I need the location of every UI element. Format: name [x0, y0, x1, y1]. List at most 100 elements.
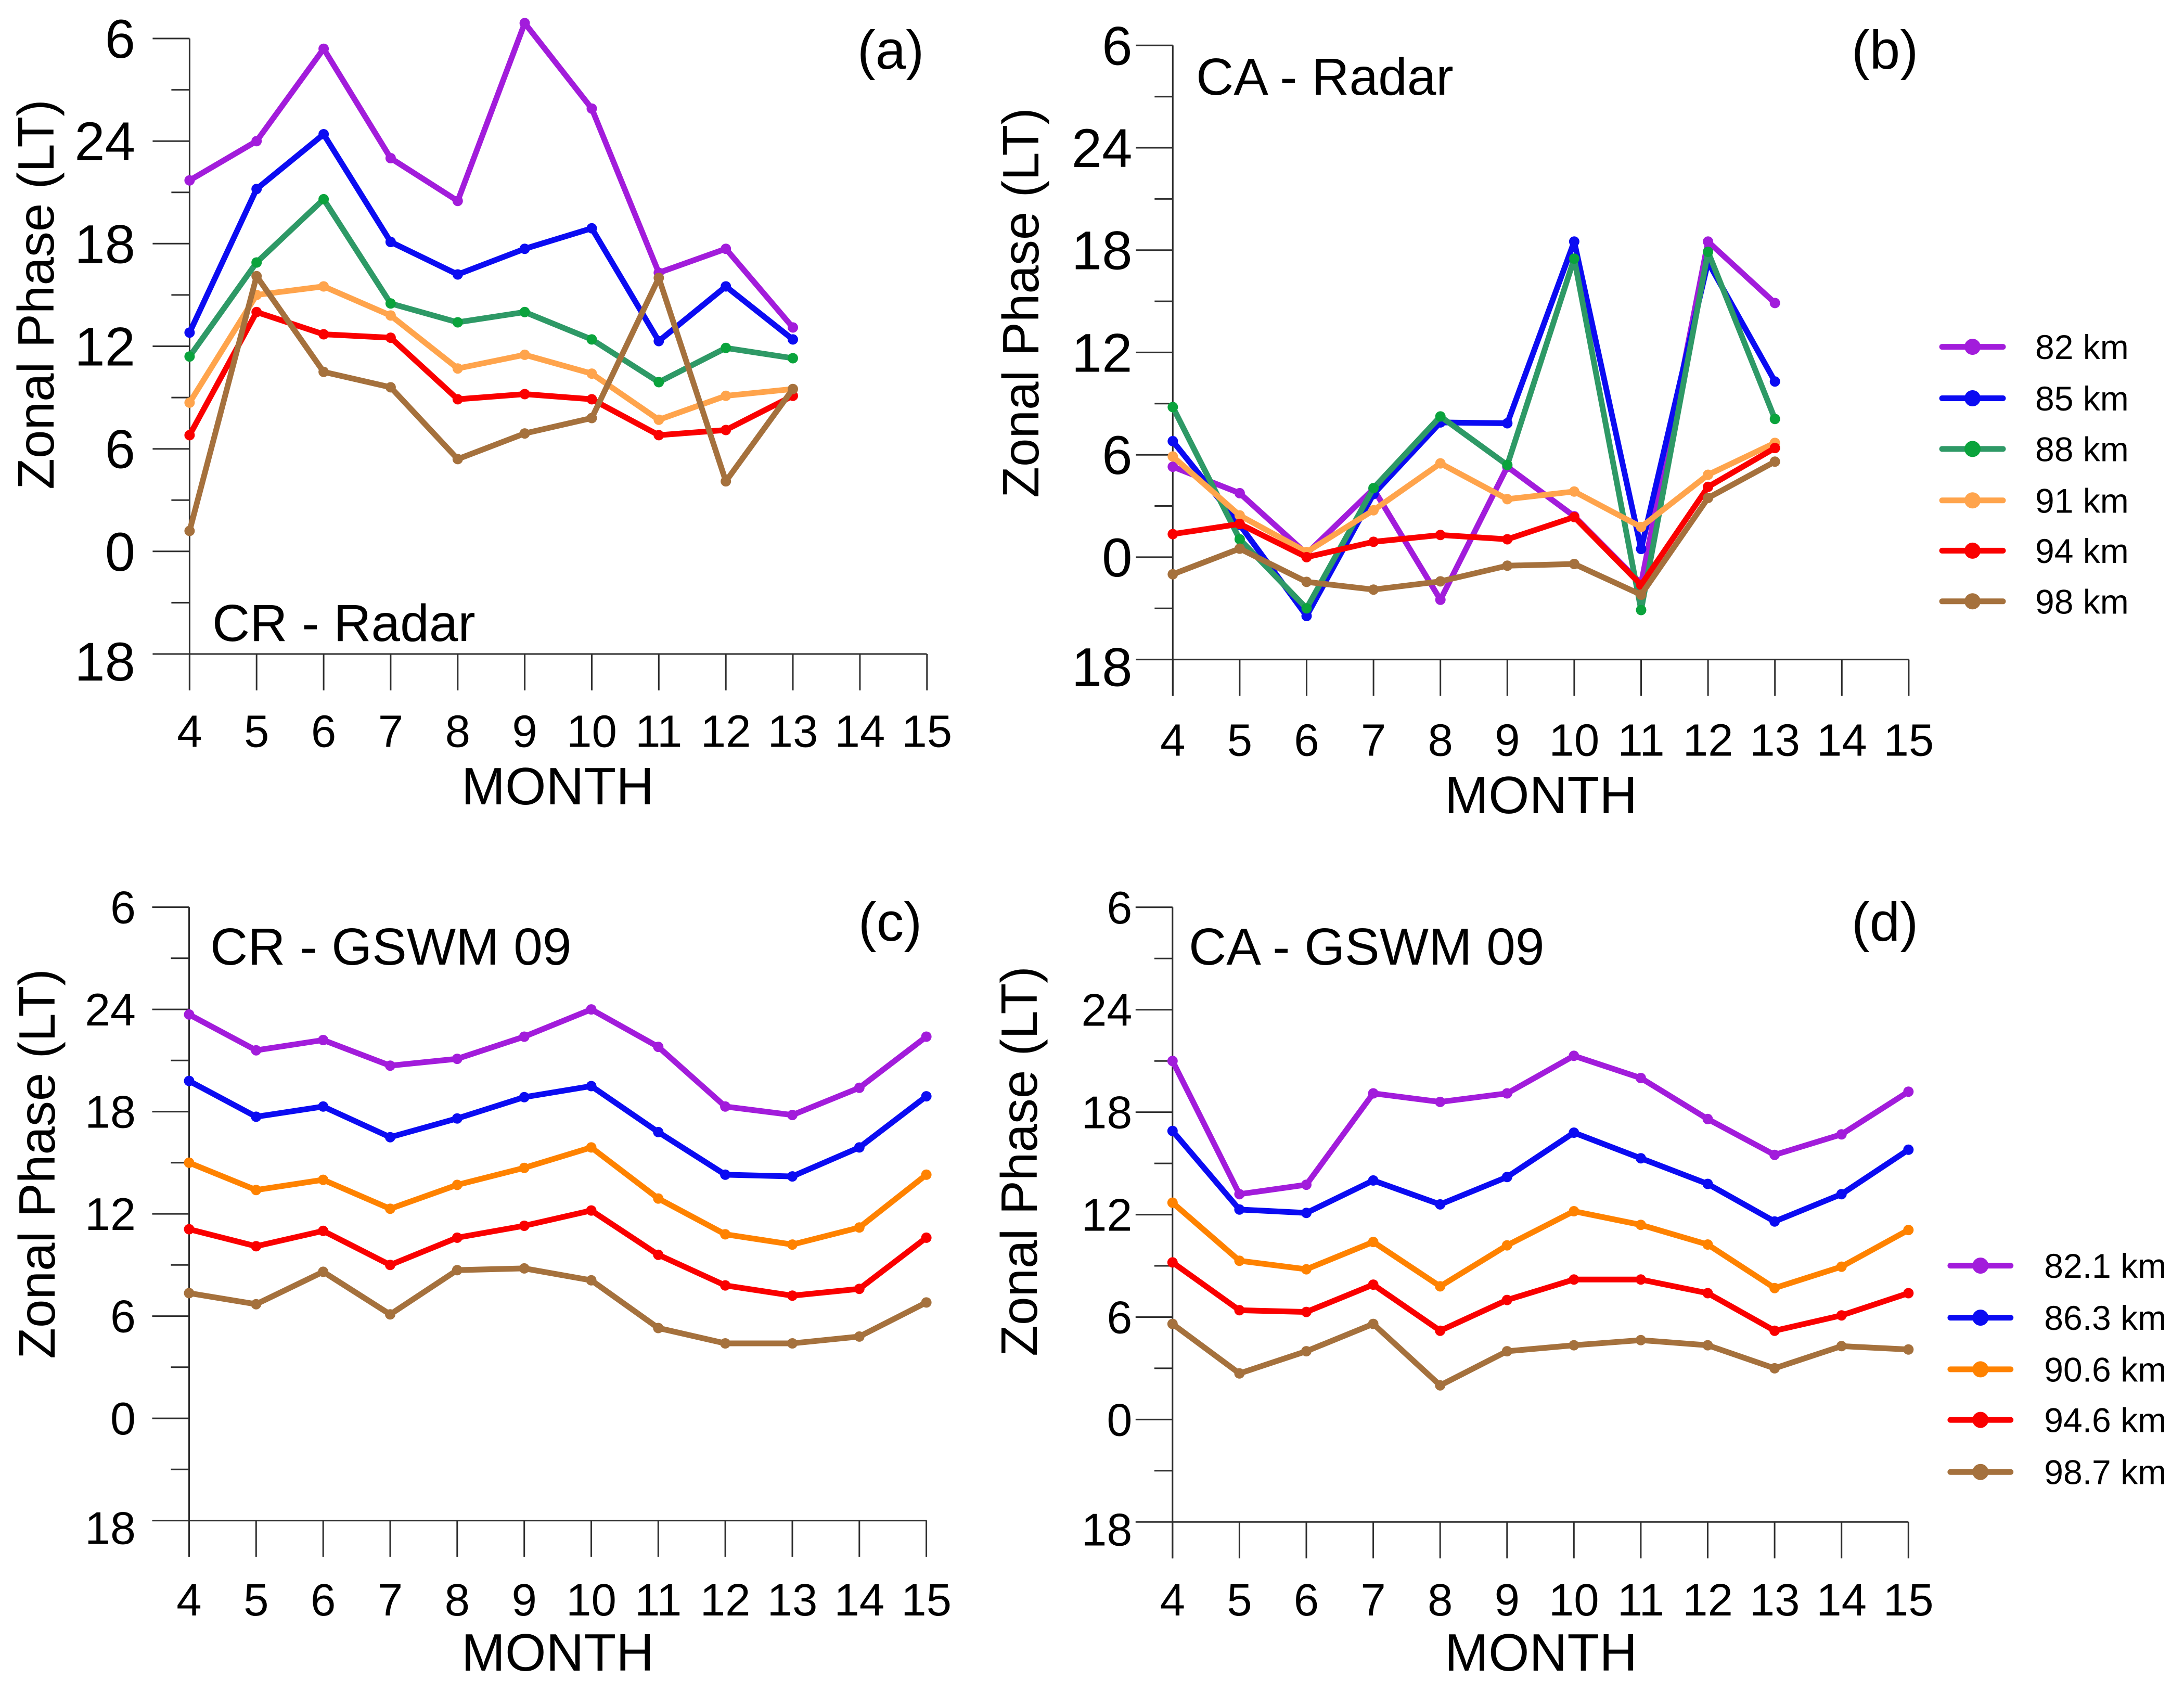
svg-text:18: 18: [1072, 221, 1133, 281]
svg-text:6: 6: [1294, 1575, 1319, 1625]
svg-text:14: 14: [1816, 1575, 1867, 1625]
svg-text:9: 9: [512, 707, 537, 757]
svg-text:9: 9: [1495, 715, 1520, 766]
svg-text:15: 15: [901, 1575, 952, 1625]
svg-text:7: 7: [1361, 715, 1386, 766]
svg-text:Zonal Phase (LT): Zonal Phase (LT): [7, 99, 65, 490]
svg-text:6: 6: [1294, 715, 1319, 766]
svg-text:8: 8: [1428, 715, 1453, 766]
svg-text:4: 4: [176, 1575, 201, 1625]
svg-text:10: 10: [1549, 715, 1600, 766]
svg-text:(a): (a): [857, 20, 924, 81]
svg-text:10: 10: [567, 707, 617, 757]
svg-text:6: 6: [311, 707, 336, 757]
svg-text:24: 24: [1081, 984, 1132, 1036]
svg-text:8: 8: [445, 1575, 470, 1625]
svg-text:15: 15: [902, 707, 952, 757]
svg-text:6: 6: [1107, 1292, 1132, 1343]
svg-text:18: 18: [1072, 637, 1133, 698]
svg-text:7: 7: [378, 1575, 403, 1625]
svg-text:18: 18: [1081, 1087, 1132, 1138]
svg-text:0: 0: [1107, 1394, 1132, 1445]
svg-text:Zonal Phase (LT): Zonal Phase (LT): [8, 969, 66, 1359]
svg-text:94 km: 94 km: [2035, 532, 2129, 570]
svg-text:10: 10: [1549, 1575, 1599, 1625]
svg-text:12: 12: [1682, 1575, 1733, 1625]
svg-text:6: 6: [110, 1291, 136, 1342]
svg-text:6: 6: [105, 419, 135, 480]
svg-text:12: 12: [1081, 1189, 1132, 1241]
svg-text:5: 5: [244, 707, 269, 757]
svg-text:13: 13: [1750, 1575, 1800, 1625]
svg-text:14: 14: [1817, 715, 1867, 766]
svg-text:18: 18: [1081, 1504, 1132, 1555]
svg-text:14: 14: [835, 707, 885, 757]
svg-text:(b): (b): [1852, 20, 1918, 81]
svg-text:18: 18: [85, 1086, 136, 1138]
svg-text:18: 18: [74, 632, 135, 692]
svg-text:5: 5: [1227, 1575, 1252, 1625]
svg-text:CR - GSWM 09: CR - GSWM 09: [210, 918, 571, 976]
svg-text:11: 11: [635, 707, 682, 757]
svg-text:94.6 km: 94.6 km: [2044, 1401, 2166, 1440]
svg-text:11: 11: [635, 1575, 682, 1625]
svg-text:5: 5: [1227, 715, 1252, 766]
svg-text:98.7 km: 98.7 km: [2044, 1453, 2166, 1492]
svg-text:13: 13: [767, 1575, 818, 1625]
svg-text:MONTH: MONTH: [1445, 1624, 1637, 1682]
svg-text:MONTH: MONTH: [461, 1624, 654, 1682]
svg-text:MONTH: MONTH: [461, 758, 654, 816]
svg-text:98 km: 98 km: [2035, 582, 2129, 621]
svg-text:8: 8: [445, 707, 470, 757]
svg-text:7: 7: [378, 707, 403, 757]
svg-text:12: 12: [74, 317, 135, 378]
svg-text:90.6 km: 90.6 km: [2044, 1350, 2166, 1389]
svg-text:18: 18: [85, 1503, 136, 1554]
svg-text:6: 6: [1102, 425, 1132, 486]
svg-text:10: 10: [566, 1575, 616, 1625]
svg-text:12: 12: [1072, 323, 1133, 383]
svg-text:5: 5: [243, 1575, 268, 1625]
svg-text:6: 6: [105, 9, 135, 70]
svg-text:86.3 km: 86.3 km: [2044, 1299, 2166, 1337]
svg-text:91 km: 91 km: [2035, 481, 2129, 520]
svg-text:6: 6: [1107, 882, 1132, 933]
svg-text:4: 4: [1160, 715, 1185, 766]
svg-text:12: 12: [700, 1575, 751, 1625]
svg-text:13: 13: [768, 707, 818, 757]
svg-text:82.1 km: 82.1 km: [2044, 1247, 2166, 1285]
svg-text:(d): (d): [1852, 892, 1918, 953]
svg-text:12: 12: [85, 1188, 136, 1240]
svg-text:4: 4: [1160, 1575, 1185, 1625]
svg-text:Zonal Phase (LT): Zonal Phase (LT): [991, 966, 1048, 1356]
svg-text:14: 14: [834, 1575, 884, 1625]
svg-text:(c): (c): [858, 892, 922, 953]
svg-text:8: 8: [1428, 1575, 1453, 1625]
svg-text:CA - GSWM 09: CA - GSWM 09: [1189, 918, 1544, 976]
svg-text:24: 24: [1072, 118, 1133, 179]
svg-text:7: 7: [1360, 1575, 1385, 1625]
svg-text:12: 12: [1683, 715, 1733, 766]
svg-text:MONTH: MONTH: [1445, 766, 1637, 825]
svg-text:24: 24: [74, 111, 135, 172]
svg-text:88 km: 88 km: [2035, 430, 2129, 468]
svg-text:85 km: 85 km: [2035, 379, 2129, 418]
svg-text:6: 6: [311, 1575, 336, 1625]
svg-text:13: 13: [1750, 715, 1800, 766]
svg-text:Zonal Phase (LT): Zonal Phase (LT): [992, 108, 1049, 498]
svg-text:6: 6: [1102, 16, 1132, 76]
svg-text:CA - Radar: CA - Radar: [1196, 48, 1454, 106]
svg-text:15: 15: [1884, 715, 1934, 766]
svg-text:15: 15: [1883, 1575, 1934, 1625]
svg-text:11: 11: [1617, 1575, 1664, 1625]
svg-text:24: 24: [85, 984, 136, 1035]
svg-text:0: 0: [105, 522, 135, 583]
svg-text:CR - Radar: CR - Radar: [212, 594, 476, 652]
svg-text:18: 18: [74, 214, 135, 275]
svg-text:9: 9: [1495, 1575, 1520, 1625]
svg-text:82 km: 82 km: [2035, 328, 2129, 366]
svg-text:6: 6: [110, 882, 136, 933]
svg-text:4: 4: [177, 707, 202, 757]
svg-text:11: 11: [1617, 715, 1664, 766]
svg-text:9: 9: [512, 1575, 537, 1625]
